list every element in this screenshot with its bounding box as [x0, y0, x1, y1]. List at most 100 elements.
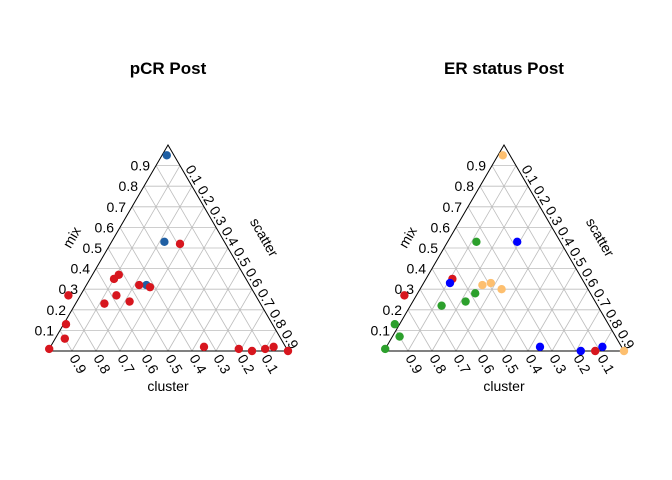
tick-label-cluster: 0.9	[66, 352, 90, 377]
data-point	[64, 291, 73, 300]
data-point	[471, 289, 480, 298]
gridline	[107, 247, 169, 352]
data-point	[60, 334, 69, 343]
axis-label-bottom: cluster	[483, 378, 525, 394]
tick-label-mix: 0.1	[371, 322, 391, 338]
data-point	[513, 237, 522, 247]
data-point	[390, 320, 399, 329]
tick-label-mix: 0.4	[71, 261, 91, 277]
data-point	[478, 280, 487, 290]
gridline	[119, 206, 205, 352]
panel-er-status-post: ER status Post 0.10.10.10.20.20.20.30.30…	[371, 59, 639, 394]
gridline	[491, 165, 601, 352]
data-point	[135, 280, 144, 290]
tick-label-cluster: 0.5	[162, 352, 186, 377]
tick-label-scatter: 0.5	[566, 245, 590, 270]
tick-label-scatter: 0.8	[266, 306, 290, 331]
gridline	[551, 288, 589, 352]
data-point	[100, 299, 109, 308]
data-point	[234, 344, 243, 354]
tick-label-scatter: 0.1	[182, 162, 206, 187]
data-point	[45, 344, 54, 354]
data-point	[175, 239, 185, 249]
tick-label-scatter: 0.6	[578, 265, 602, 290]
gridline	[407, 165, 517, 352]
chart-title: pCR Post	[130, 59, 207, 78]
axis-label-left: mix	[59, 224, 84, 251]
data-point	[591, 346, 600, 356]
tick-label-cluster: 0.4	[522, 352, 546, 377]
tick-label-mix: 0.7	[443, 199, 463, 215]
gridline	[443, 247, 505, 352]
chart-title: ER status Post	[444, 59, 564, 78]
tick-label-scatter: 0.2	[194, 183, 218, 208]
tick-label-cluster: 0.1	[594, 352, 618, 377]
tick-label-scatter: 0.8	[602, 306, 626, 331]
data-point	[61, 320, 71, 329]
tick-label-mix: 0.9	[131, 158, 151, 174]
tick-label-mix: 0.5	[419, 240, 439, 256]
data-point	[112, 291, 121, 300]
gridlines	[59, 165, 277, 352]
data-point	[498, 151, 507, 160]
data-point	[114, 270, 124, 279]
tick-label-mix: 0.1	[35, 322, 55, 338]
data-point	[145, 282, 155, 292]
data-point	[199, 342, 209, 352]
tick-label-cluster: 0.1	[258, 352, 282, 377]
tick-label-mix: 0.8	[119, 178, 139, 194]
data-point	[400, 291, 409, 300]
tick-label-cluster: 0.6	[138, 352, 162, 377]
tick-label-mix: 0.2	[47, 302, 67, 318]
triangle-frame	[383, 144, 625, 352]
tick-label-mix: 0.3	[59, 281, 79, 297]
tick-labels: 0.10.10.10.20.20.20.30.30.30.40.40.40.5 0…	[35, 158, 303, 377]
tick-label-mix: 0.7	[107, 199, 127, 215]
data-point	[261, 344, 270, 354]
tick-label-cluster: 0.4	[186, 352, 210, 377]
tick-label-scatter: 0.2	[530, 183, 554, 208]
tick-label-cluster: 0.6	[474, 352, 498, 377]
data-point	[535, 342, 545, 352]
gridline	[575, 309, 601, 352]
gridline	[155, 165, 265, 352]
data-point	[381, 344, 390, 354]
tick-label-mix: 0.8	[455, 178, 475, 194]
tick-label-scatter: 0.3	[206, 203, 230, 228]
data-point	[160, 237, 169, 247]
gridline	[83, 288, 121, 352]
tick-label-cluster: 0.7	[114, 352, 138, 377]
gridline	[215, 288, 253, 352]
axis-label-left: mix	[395, 224, 420, 251]
data-point	[247, 346, 257, 356]
gridline	[419, 288, 457, 352]
tick-label-scatter: 0.6	[242, 265, 266, 290]
data-point	[497, 285, 506, 294]
gridline	[95, 268, 145, 352]
gridline	[527, 268, 577, 352]
tick-label-scatter: 0.4	[554, 224, 578, 249]
data-points	[45, 151, 293, 356]
axis-label-right: scatter	[247, 215, 282, 260]
data-point	[125, 297, 134, 306]
tick-label-cluster: 0.8	[426, 352, 450, 377]
tick-label-mix: 0.5	[83, 240, 103, 256]
data-point	[598, 342, 607, 352]
tick-label-mix: 0.6	[431, 219, 451, 235]
data-point	[576, 346, 585, 356]
data-point	[619, 346, 629, 356]
data-point	[437, 301, 446, 310]
gridline	[71, 165, 181, 352]
tick-labels: 0.10.10.10.20.20.20.30.30.30.40.40.40.5 0…	[371, 158, 639, 377]
gridline	[467, 206, 553, 352]
data-point	[472, 237, 481, 247]
tick-label-cluster: 0.5	[498, 352, 522, 377]
tick-label-mix: 0.6	[95, 219, 115, 235]
tick-label-scatter: 0.1	[518, 162, 542, 187]
data-point	[461, 297, 470, 306]
tick-label-mix: 0.4	[407, 261, 427, 277]
tick-label-cluster: 0.9	[402, 352, 426, 377]
axis-label-right: scatter	[583, 215, 618, 260]
gridline	[431, 268, 481, 352]
